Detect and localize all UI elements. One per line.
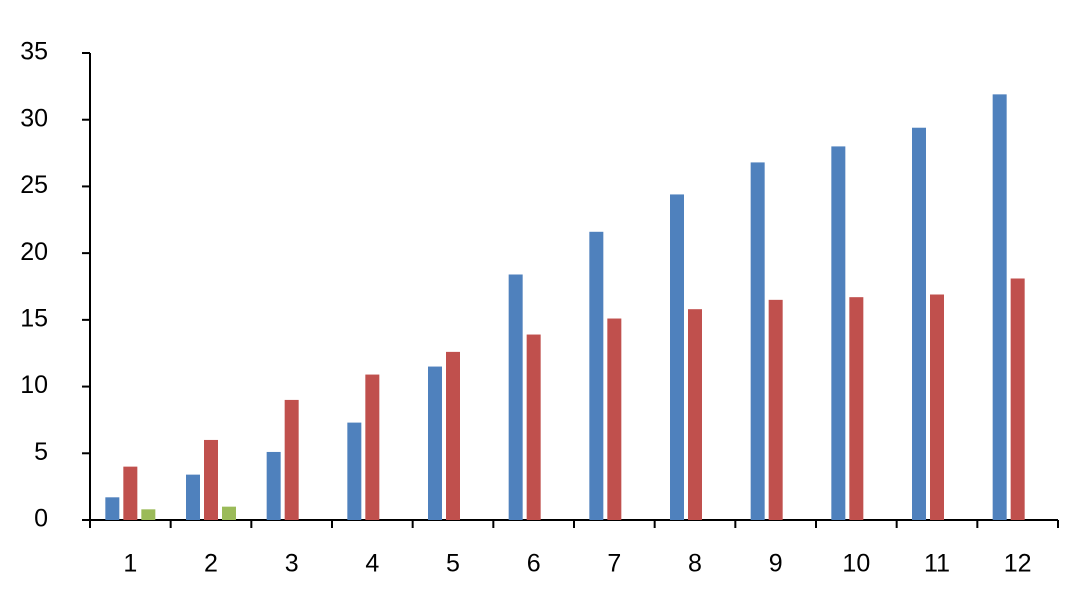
bar	[186, 474, 200, 520]
y-tick-label: 30	[20, 104, 48, 132]
x-tick-label: 2	[204, 550, 218, 578]
bar	[204, 439, 218, 520]
bar	[1010, 278, 1025, 520]
x-tick-label: 1	[123, 550, 137, 578]
bar	[688, 309, 702, 520]
bar	[222, 506, 236, 520]
bar	[670, 194, 684, 521]
bar	[428, 366, 442, 520]
bar	[347, 422, 362, 520]
x-tick-label: 7	[607, 550, 621, 578]
bar	[912, 127, 926, 520]
y-tick-label: 10	[20, 371, 48, 399]
x-tick-label: 6	[527, 550, 541, 578]
bar	[750, 162, 765, 520]
y-tick-label: 35	[20, 38, 48, 66]
x-tick-label: 4	[365, 550, 379, 578]
bar	[141, 509, 156, 520]
bar	[930, 294, 944, 520]
bar	[284, 399, 299, 520]
bar	[589, 231, 604, 520]
y-tick-label: 25	[20, 171, 48, 199]
bar	[123, 466, 138, 520]
bar	[508, 274, 523, 520]
bar	[849, 297, 864, 520]
x-tick-label: 5	[446, 550, 460, 578]
y-tick-label: 0	[34, 505, 48, 533]
x-tick-label: 9	[769, 550, 783, 578]
bar	[446, 351, 460, 520]
y-tick-label: 20	[20, 238, 48, 266]
x-tick-label: 11	[924, 550, 950, 578]
bar	[607, 318, 622, 520]
bar	[526, 334, 541, 520]
bar	[105, 497, 120, 520]
bar	[768, 299, 783, 520]
bar	[266, 451, 281, 520]
x-tick-label: 8	[688, 550, 702, 578]
bar	[365, 374, 380, 520]
bar	[831, 146, 846, 520]
x-tick-label: 12	[1004, 550, 1032, 578]
y-tick-label: 15	[20, 304, 48, 332]
bar	[992, 94, 1007, 520]
x-tick-label: 10	[842, 550, 870, 578]
y-tick-label: 5	[34, 438, 48, 466]
x-tick-label: 3	[285, 550, 299, 578]
